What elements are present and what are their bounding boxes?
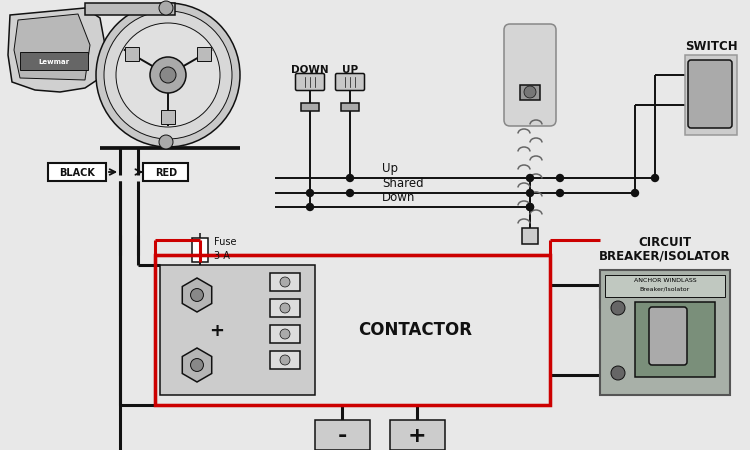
Circle shape [611, 301, 625, 315]
Text: Shared: Shared [382, 177, 424, 190]
Circle shape [150, 57, 186, 93]
Polygon shape [182, 348, 212, 382]
Bar [600, 270, 730, 395]
Circle shape [346, 189, 353, 197]
Circle shape [526, 203, 533, 211]
Circle shape [280, 355, 290, 365]
Bar [270, 325, 300, 343]
Text: Down: Down [382, 191, 416, 204]
Circle shape [190, 288, 203, 302]
Text: SWITCH: SWITCH [685, 40, 737, 54]
Bar [160, 265, 315, 395]
Bar [48, 163, 106, 181]
Bar [270, 273, 300, 291]
Text: Fuse: Fuse [214, 237, 236, 247]
Circle shape [652, 175, 658, 181]
Bar [270, 299, 300, 317]
Bar [197, 47, 211, 61]
Circle shape [190, 359, 203, 371]
FancyBboxPatch shape [296, 73, 325, 90]
Circle shape [611, 366, 625, 380]
Polygon shape [14, 14, 90, 80]
Text: ANCHOR WINDLASS: ANCHOR WINDLASS [634, 278, 696, 283]
Bar [685, 55, 737, 135]
Circle shape [104, 11, 232, 139]
Bar [635, 302, 715, 377]
Circle shape [526, 203, 533, 211]
Circle shape [524, 86, 536, 98]
Bar [192, 238, 208, 262]
Text: 3 A: 3 A [214, 251, 230, 261]
Circle shape [280, 277, 290, 287]
Bar [315, 420, 370, 450]
Text: RED: RED [155, 168, 177, 178]
Circle shape [346, 175, 353, 181]
Bar [124, 47, 139, 61]
Circle shape [556, 189, 563, 197]
Bar [520, 85, 540, 100]
Bar [522, 228, 538, 244]
Circle shape [632, 189, 638, 197]
FancyBboxPatch shape [504, 24, 556, 126]
Text: BLACK: BLACK [59, 168, 95, 178]
Circle shape [526, 189, 533, 197]
Polygon shape [8, 8, 105, 92]
Circle shape [96, 3, 240, 147]
Bar [155, 255, 550, 405]
Text: Breaker/Isolator: Breaker/Isolator [640, 287, 690, 292]
Circle shape [280, 329, 290, 339]
Bar [20, 52, 88, 70]
Circle shape [116, 23, 220, 127]
Bar [301, 103, 319, 111]
Text: +: + [209, 322, 224, 340]
Bar [270, 351, 300, 369]
Circle shape [526, 175, 533, 181]
Text: CIRCUIT: CIRCUIT [638, 235, 692, 248]
Text: Lewmar: Lewmar [38, 59, 70, 65]
Text: UP: UP [342, 65, 358, 75]
Text: +: + [408, 426, 426, 446]
Text: Up: Up [382, 162, 398, 175]
Bar [605, 275, 725, 297]
Text: -: - [338, 426, 346, 446]
Bar [390, 420, 445, 450]
Circle shape [159, 1, 173, 15]
Bar [143, 163, 188, 181]
Circle shape [159, 135, 173, 149]
Circle shape [307, 189, 314, 197]
Bar [161, 110, 175, 124]
Circle shape [280, 303, 290, 313]
Text: BREAKER/ISOLATOR: BREAKER/ISOLATOR [599, 249, 730, 262]
FancyBboxPatch shape [649, 307, 687, 365]
Text: CONTACTOR: CONTACTOR [358, 321, 472, 339]
FancyBboxPatch shape [335, 73, 364, 90]
Polygon shape [182, 278, 212, 312]
FancyBboxPatch shape [688, 60, 732, 128]
Text: DOWN: DOWN [291, 65, 328, 75]
Bar [341, 103, 359, 111]
Circle shape [307, 203, 314, 211]
Circle shape [160, 67, 176, 83]
Bar [85, 3, 175, 15]
Circle shape [556, 175, 563, 181]
